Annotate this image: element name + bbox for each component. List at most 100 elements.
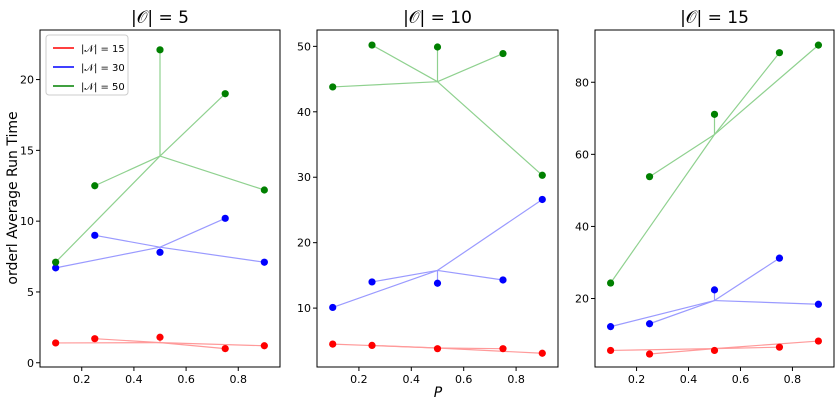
series-2-spoke <box>649 299 715 325</box>
series-1-point <box>433 345 442 353</box>
series-1-point <box>538 349 546 357</box>
series-2-point <box>645 320 654 328</box>
series-1-spoke <box>94 338 161 344</box>
y-tick-label: 10 <box>297 302 311 315</box>
y-tick-label: 50 <box>297 40 311 53</box>
series-2-spoke <box>714 299 819 305</box>
series-1-spoke <box>159 342 226 350</box>
series-1-point <box>52 339 60 347</box>
series-3-spoke <box>159 155 265 191</box>
x-axis-label: P <box>434 385 443 401</box>
series-2-point <box>710 286 719 294</box>
series-3-point <box>499 49 507 58</box>
subplot-title: |𝒪| = 10 <box>403 8 472 28</box>
series-3-spoke <box>332 81 438 88</box>
series-2-spoke <box>610 299 715 328</box>
series-3-point <box>260 186 268 194</box>
series-2-point <box>260 258 268 266</box>
y-axis-label: orderl Average Run Time <box>5 111 21 284</box>
series-3-spoke <box>437 81 543 176</box>
series-1-point <box>499 345 507 353</box>
y-tick-label: 30 <box>297 171 311 184</box>
series-3-point <box>814 41 823 49</box>
y-tick-label: 0 <box>27 357 34 370</box>
y-tick-label: 20 <box>297 237 311 250</box>
series-2-spoke <box>159 246 265 263</box>
y-tick-label: 5 <box>27 286 34 299</box>
subplot-title: |𝒪| = 15 <box>680 8 749 28</box>
series-3-spoke <box>159 93 226 157</box>
series-1-point <box>260 342 268 350</box>
series-2-point <box>606 323 615 331</box>
x-tick-label: 0.2 <box>73 373 91 386</box>
legend: |𝒩| = 15 |𝒩| = 30 |𝒩| = 50 <box>45 34 129 96</box>
series-2-spoke <box>437 198 543 271</box>
series-2-point <box>814 300 823 308</box>
series-1-point <box>156 333 164 341</box>
series-1-spoke <box>610 348 715 352</box>
series-3-spoke <box>714 52 780 135</box>
y-tick-label: 80 <box>575 76 589 89</box>
subplot-3: |𝒪| = 15 0.2 0.4 0.6 0.8 20 40 60 80 <box>575 8 835 386</box>
y-tick-label: 60 <box>575 148 589 161</box>
axes-frame <box>316 29 559 368</box>
series-3-point <box>645 173 654 181</box>
legend-frame <box>45 34 129 96</box>
series-3-point <box>329 83 337 91</box>
series-1-point <box>606 346 615 355</box>
y-tick-label: 15 <box>20 144 34 157</box>
series-2-point <box>91 231 99 239</box>
series-3-point <box>368 41 376 49</box>
series-1-point <box>710 346 719 355</box>
series-3-point <box>775 49 784 57</box>
series-1-spoke <box>714 340 819 350</box>
series-1-spoke <box>437 347 543 354</box>
series-3-point <box>606 279 615 287</box>
series-2-point <box>329 303 337 312</box>
series-3-spoke <box>714 44 819 135</box>
series-2-point <box>156 248 164 256</box>
subplot-title: |𝒪| = 5 <box>131 8 189 28</box>
axes-frame <box>594 29 835 368</box>
series-1-spoke <box>159 342 265 347</box>
series-2-spoke <box>437 269 504 281</box>
series-3-point <box>710 110 719 118</box>
legend-label: |𝒩| = 50 <box>81 82 125 93</box>
x-tick-label: 0.2 <box>350 373 368 386</box>
series-3-spoke <box>649 134 715 178</box>
x-tick-label: 0.6 <box>177 373 195 386</box>
x-tick-label: 0.8 <box>784 373 802 386</box>
series-1-point <box>814 337 823 345</box>
series-2-point <box>52 264 60 272</box>
x-tick-label: 0.2 <box>628 373 646 386</box>
series-2-point <box>368 278 376 286</box>
x-tick-label: 0.4 <box>680 373 698 386</box>
series-2-point <box>433 279 442 287</box>
series-2-spoke <box>714 257 780 302</box>
series-1-point <box>368 341 376 350</box>
x-tick-label: 0.6 <box>732 373 750 386</box>
y-tick-label: 20 <box>575 293 589 306</box>
series-2-point <box>499 276 507 284</box>
series-3-point <box>538 171 546 179</box>
series-2-spoke <box>159 217 226 248</box>
legend-label: |𝒩| = 30 <box>81 63 125 74</box>
series-2-spoke <box>371 269 438 283</box>
series-2-spoke <box>332 269 438 309</box>
series-1-point <box>221 344 229 353</box>
series-1-spoke <box>371 344 438 349</box>
series-2-point <box>538 195 546 204</box>
series-3-spoke <box>610 134 715 284</box>
y-tick-label: 20 <box>20 74 34 87</box>
series-3-spoke <box>55 155 161 263</box>
series-2-spoke <box>55 246 161 269</box>
series-3-point <box>52 258 60 266</box>
y-tick-label: 10 <box>20 215 34 228</box>
series-1-spoke <box>649 348 715 355</box>
series-3-point <box>156 46 164 54</box>
x-tick-label: 0.6 <box>455 373 473 386</box>
y-tick-label: 40 <box>575 220 589 233</box>
x-tick-label: 0.4 <box>125 373 143 386</box>
axes-frame <box>39 29 281 368</box>
